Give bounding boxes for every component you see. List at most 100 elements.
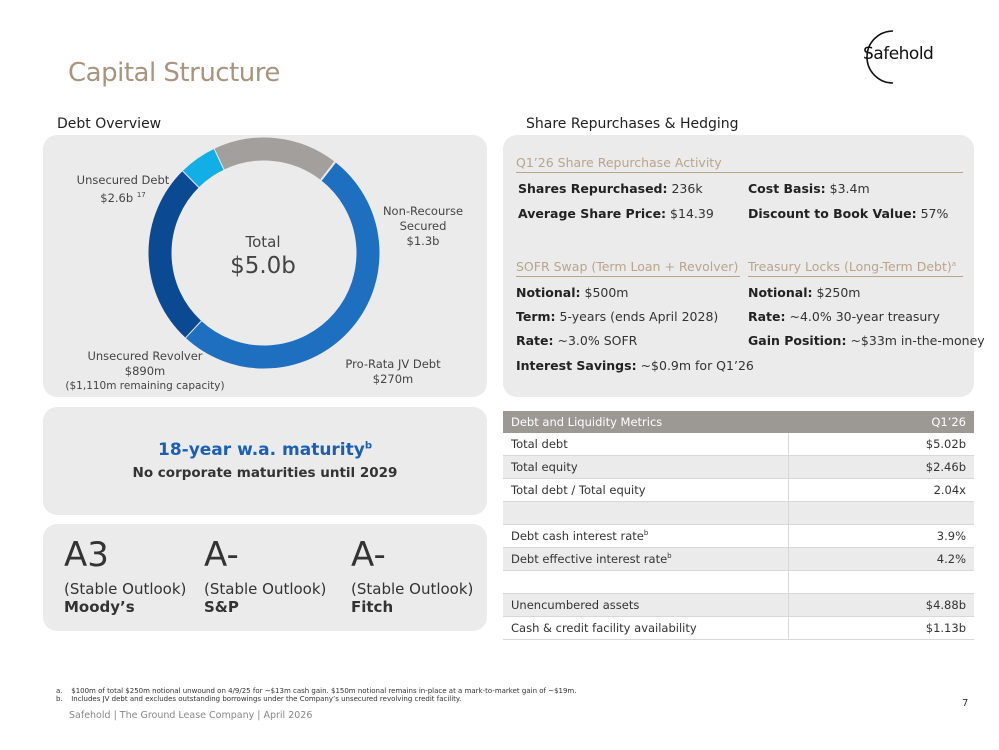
avg-label: Average Share Price: [518,206,667,221]
row-label: Debt cash interest rate [511,529,644,543]
label-unsecured-debt-value: $2.6b 17 [63,188,183,206]
table-cell-label: Cash & credit facility availability [503,616,788,640]
label-revolver: Unsecured Revolver $890m ($1,110m remain… [60,349,230,394]
donut-center: Total $5.0b [213,233,313,279]
discount-label: Discount to Book Value: [748,206,917,221]
table-cell-value: $2.46b [787,455,974,479]
sofr-rate: Rate: ~3.0% SOFR [516,333,637,348]
table-row: Total debt $5.02b [503,433,974,456]
cost-label: Cost Basis: [748,181,826,196]
sofr-savings-label: Interest Savings: [516,358,637,373]
unsecured-debt-note: 17 [136,191,146,199]
table-row [503,501,974,525]
treasury-rate-value: ~4.0% 30-year treasury [789,309,940,324]
table-cell-value: 2.04x [787,478,974,502]
debt-liquidity-table: Debt and Liquidity Metrics Q1’26 Total d… [503,411,974,640]
table-row: Debt effective interest rateb 4.2% [503,547,974,571]
jv-debt-name: Pro-Rata JV Debt [345,357,441,371]
maturity-note: b [364,440,373,452]
row-label: Cash & credit facility availability [511,621,697,635]
table-row: Debt cash interest rateb 3.9% [503,524,974,548]
donut-segment-pro-rata-jv-debt [183,148,225,188]
shares-label: Shares Repurchased: [518,181,668,196]
row-label: Total equity [511,460,578,474]
table-cell-value [787,501,974,525]
sofr-term-value: 5-years (ends April 2028) [559,309,719,324]
page-footer: Safehold | The Ground Lease Company | Ap… [69,710,313,721]
shares-repurchased: Shares Repurchased: 236k [518,181,703,196]
table-body: Total debt $5.02b Total equity $2.46b Total … [503,433,974,640]
table-cell-label: Unencumbered assets [503,593,788,617]
rating-fitch-outlook: (Stable Outlook) [351,580,474,598]
discount-value: 57% [920,206,949,221]
footnote-b-text: Includes JV debt and excludes outstandin… [71,695,462,703]
label-unsecured-debt: Unsecured Debt $2.6b 17 [63,173,183,206]
table-row: Unencumbered assets $4.88b [503,593,974,617]
row-note: b [643,529,649,538]
maturity-subtitle: No corporate maturities until 2029 [132,465,398,481]
jv-debt-value: $270m [372,372,414,386]
page-title: Capital Structure [68,58,280,88]
row-label: Total debt / Total equity [511,483,646,497]
sofr-term: Term: 5-years (ends April 2028) [516,309,718,324]
donut-segments [148,137,380,369]
non-recourse-value: $1.3b [406,234,440,248]
hedging-panel: Q1’26 Share Repurchase Activity Shares R… [503,135,985,397]
rating-moodys-outlook: (Stable Outlook) [64,580,187,598]
sofr-heading: SOFR Swap (Term Loan + Revolver) [516,259,740,277]
discount-to-book: Discount to Book Value: 57% [748,206,948,221]
table-cell-value: $4.88b [787,593,974,617]
sofr-term-label: Term: [516,309,556,324]
donut-segment-unsecured-debt [185,161,380,369]
treasury-gain-label: Gain Position: [748,333,847,348]
treasury-notional: Notional: $250m [748,285,861,300]
table-cell-value: 4.2% [787,547,974,571]
repurchase-heading: Q1’26 Share Repurchase Activity [516,155,963,173]
table-header-label: Debt and Liquidity Metrics [503,411,788,433]
row-label: Total debt [511,437,568,451]
maturity-title-text: 18-year w.a. maturity [157,440,365,460]
hedging-title: Share Repurchases & Hedging [526,116,739,132]
debt-donut-chart [148,137,380,369]
revolver-capacity: ($1,110m remaining capacity) [65,380,225,392]
treasury-heading: Treasury Locks (Long-Term Debt)a [748,259,963,277]
table-cell-value: $5.02b [787,433,974,456]
sofr-notional: Notional: $500m [516,285,629,300]
rating-fitch-agency: Fitch [351,598,394,616]
sofr-notional-label: Notional: [516,285,581,300]
label-jv-debt: Pro-Rata JV Debt $270m [333,357,453,387]
debt-overview-title: Debt Overview [57,116,162,132]
revolver-name: Unsecured Revolver [87,349,203,363]
shares-value: 236k [671,181,703,196]
rating-sp: A- (Stable Outlook) S&P [204,536,326,616]
treasury-note: a [951,259,957,268]
table-header-period: Q1’26 [788,411,974,433]
footnote-a-marker: a. [56,687,63,695]
safehold-logo: Safehold [853,28,937,86]
logo-text: Safehold [863,44,934,64]
donut-segment-non-recourse-secured [148,170,202,338]
page-number: 7 [962,698,969,709]
sofr-rate-label: Rate: [516,333,554,348]
treasury-gain: Gain Position: ~$33m in-the-money [748,333,985,348]
sofr-savings: Interest Savings: ~$0.9m for Q1’26 [516,358,754,373]
revolver-value: $890m [124,364,166,378]
footnote-b: b. Includes JV debt and excludes outstan… [56,695,956,703]
label-unsecured-debt-name: Unsecured Debt [76,173,170,187]
sofr-savings-value: ~$0.9m for Q1’26 [640,358,754,373]
table-row: Cash & credit facility availability $1.13… [503,616,974,640]
label-non-recourse: Non-Recourse Secured $1.3b [370,204,476,249]
row-label: Debt effective interest rate [511,552,668,566]
table-cell-label [503,570,788,594]
donut-total-value: $5.0b [230,253,296,279]
rating-fitch: A- (Stable Outlook) Fitch [351,536,473,616]
rating-sp-grade: A- [204,535,239,575]
maturity-panel: 18-year w.a. maturityb No corporate matu… [43,407,487,515]
table-cell-value: 3.9% [787,524,974,548]
table-row: Total equity $2.46b [503,455,974,479]
donut-total-label: Total [245,233,281,251]
treasury-rate: Rate: ~4.0% 30-year treasury [748,309,940,324]
treasury-rate-label: Rate: [748,309,786,324]
footnote-a: a. $100m of total $250m notional unwound… [56,687,956,695]
rating-fitch-grade: A- [351,535,386,575]
